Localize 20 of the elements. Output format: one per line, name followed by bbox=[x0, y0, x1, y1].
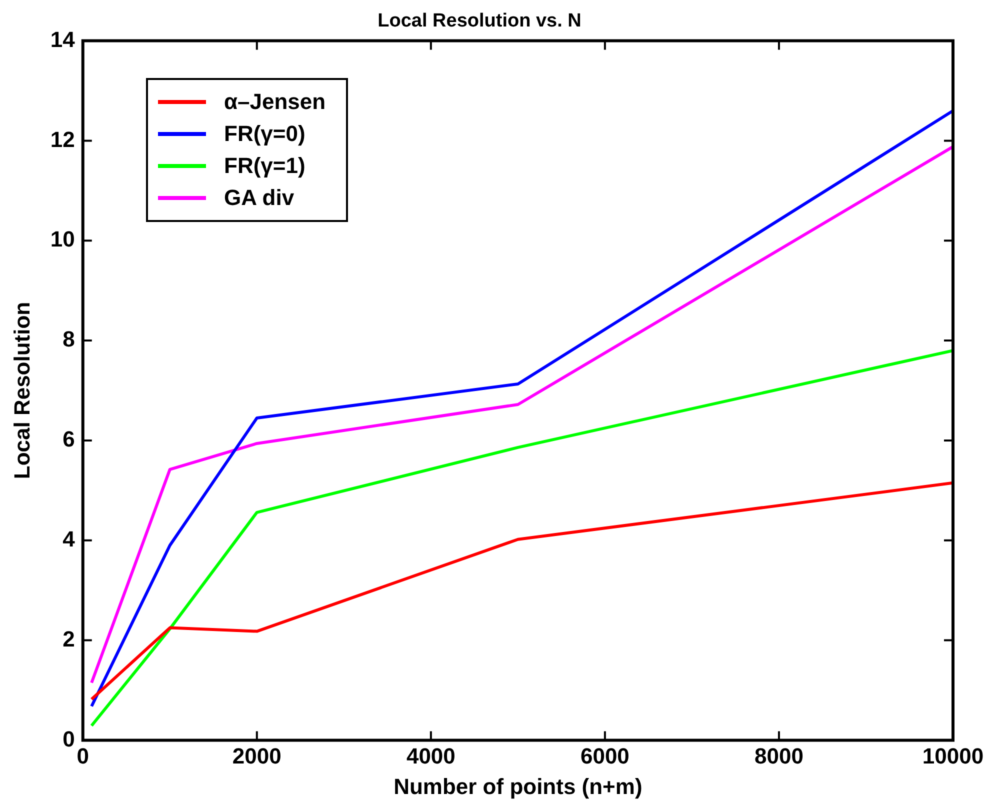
chart-title: Local Resolution vs. N bbox=[378, 10, 582, 32]
y-axis-title: Local Resolution bbox=[9, 302, 34, 480]
legend-label: FR(γ=0) bbox=[224, 121, 306, 147]
x-axis-title: Number of points (n+m) bbox=[394, 774, 642, 799]
y-tick-label: 6 bbox=[62, 426, 75, 452]
legend-label: FR(γ=1) bbox=[224, 153, 306, 179]
legend-label: α–Jensen bbox=[224, 89, 326, 115]
y-tick-label: 2 bbox=[62, 626, 75, 652]
y-tick-label: 14 bbox=[50, 26, 76, 52]
y-tick-label: 12 bbox=[50, 126, 75, 152]
y-tick-label: 4 bbox=[62, 526, 76, 552]
x-tick-label: 8000 bbox=[754, 743, 804, 768]
y-tick-label: 0 bbox=[62, 726, 75, 752]
y-tick-label: 8 bbox=[62, 326, 75, 352]
legend-label: GA div bbox=[224, 185, 294, 211]
x-tick-label: 6000 bbox=[580, 743, 630, 768]
y-tick-label: 10 bbox=[50, 226, 75, 252]
x-tick-label: 4000 bbox=[406, 743, 456, 768]
x-tick-label: 10000 bbox=[922, 743, 984, 768]
x-tick-label: 2000 bbox=[232, 743, 282, 768]
